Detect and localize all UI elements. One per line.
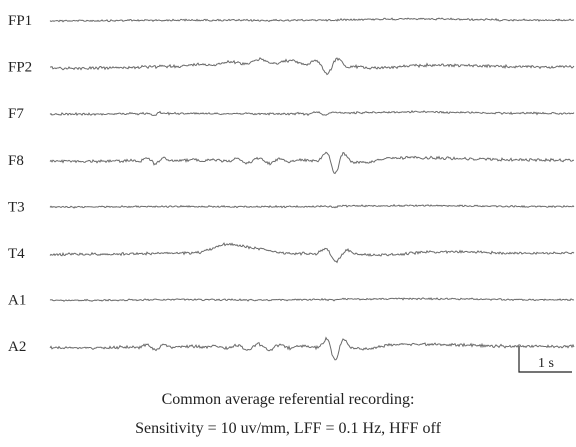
channel-t4: T4 xyxy=(8,242,575,264)
channel-fp2: FP2 xyxy=(8,57,575,76)
channel-label: A2 xyxy=(8,339,26,355)
eeg-trace xyxy=(49,110,575,117)
eeg-trace xyxy=(49,151,575,175)
eeg-trace xyxy=(49,242,575,264)
channel-f8: F8 xyxy=(8,151,575,175)
channel-label: F7 xyxy=(8,106,24,122)
scale-bar-label: 1 s xyxy=(538,356,554,371)
eeg-trace xyxy=(49,57,575,76)
eeg-trace xyxy=(49,203,575,209)
scale-bar-line xyxy=(518,346,572,373)
caption-line-2: Sensitivity = 10 uv/mm, LFF = 0.1 Hz, HF… xyxy=(135,420,441,437)
time-scale-bar: 1 s xyxy=(518,346,572,373)
caption-line-1: Common average referential recording: xyxy=(161,391,415,408)
channel-fp1: FP1 xyxy=(8,13,575,29)
channel-label: A1 xyxy=(8,293,26,309)
channel-label: FP1 xyxy=(8,13,32,29)
channel-label: F8 xyxy=(8,153,24,169)
channel-f7: F7 xyxy=(8,106,575,122)
eeg-traces-figure: FP1 FP2 F7 F8 T3 T4 A1 A2 1 s xyxy=(8,13,575,373)
eeg-trace xyxy=(49,336,575,361)
channel-a2: A2 xyxy=(8,336,575,361)
eeg-trace xyxy=(49,17,575,23)
channel-label: T3 xyxy=(8,199,25,215)
channel-label: T4 xyxy=(8,246,25,262)
channel-label: FP2 xyxy=(8,60,32,76)
channel-t3: T3 xyxy=(8,199,575,215)
channel-a1: A1 xyxy=(8,293,575,309)
eeg-trace xyxy=(49,297,575,302)
